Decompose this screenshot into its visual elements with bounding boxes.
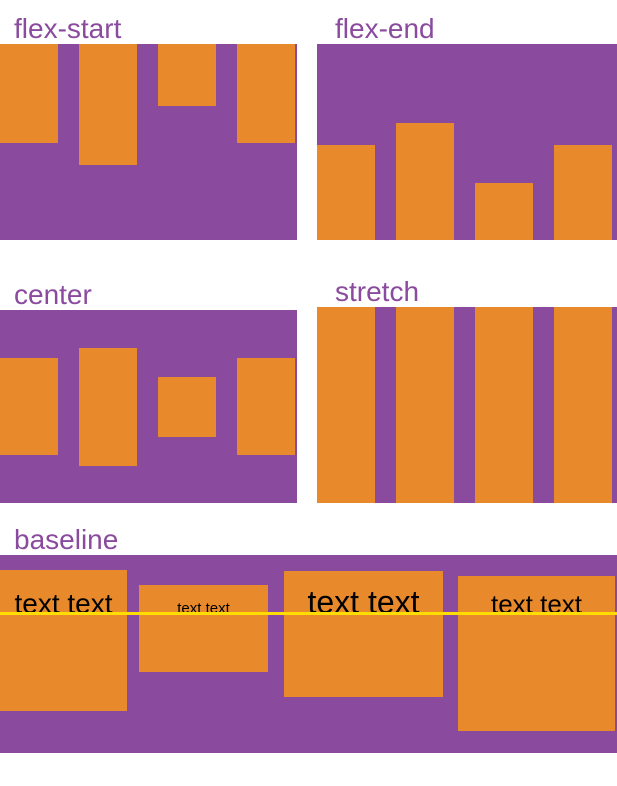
flex-item bbox=[317, 145, 375, 240]
panel-center: center bbox=[0, 280, 297, 503]
baseline-item-text: text text bbox=[139, 585, 268, 672]
panel-flex-end: flex-end bbox=[317, 14, 617, 240]
flex-item bbox=[396, 123, 454, 240]
flex-container-flex-end bbox=[317, 44, 617, 240]
panel-flex-start: flex-start bbox=[0, 14, 297, 240]
flex-item bbox=[475, 307, 533, 503]
baseline-item-text: text text bbox=[0, 570, 127, 711]
flex-container-flex-start bbox=[0, 44, 297, 240]
flex-item bbox=[237, 358, 295, 455]
panel-title-center: center bbox=[14, 279, 92, 310]
panel-title-stretch: stretch bbox=[335, 276, 420, 307]
panel-title-flex-start: flex-start bbox=[14, 13, 122, 44]
panel-title-baseline: baseline bbox=[14, 524, 119, 555]
flex-item bbox=[317, 307, 375, 503]
flex-item bbox=[158, 376, 216, 437]
baseline-indicator-line bbox=[0, 612, 617, 615]
flex-item bbox=[237, 44, 295, 143]
baseline-item-text: text text bbox=[284, 571, 443, 697]
flex-container-stretch bbox=[317, 307, 617, 503]
flex-item bbox=[79, 347, 137, 466]
baseline-item-text: text text bbox=[458, 576, 615, 731]
flex-item bbox=[79, 44, 137, 165]
panel-baseline: baseline text text text text text text t… bbox=[0, 525, 617, 753]
flex-item bbox=[396, 307, 454, 503]
flex-item bbox=[554, 307, 612, 503]
flex-container-center bbox=[0, 310, 297, 503]
panel-stretch: stretch bbox=[317, 277, 617, 503]
flex-item bbox=[158, 44, 216, 106]
flex-item bbox=[475, 183, 533, 240]
flex-item bbox=[0, 358, 58, 455]
panel-title-flex-end: flex-end bbox=[335, 13, 435, 44]
flex-item bbox=[0, 44, 58, 143]
flex-container-baseline: text text text text text text text text bbox=[0, 555, 617, 753]
flex-item bbox=[554, 145, 612, 240]
